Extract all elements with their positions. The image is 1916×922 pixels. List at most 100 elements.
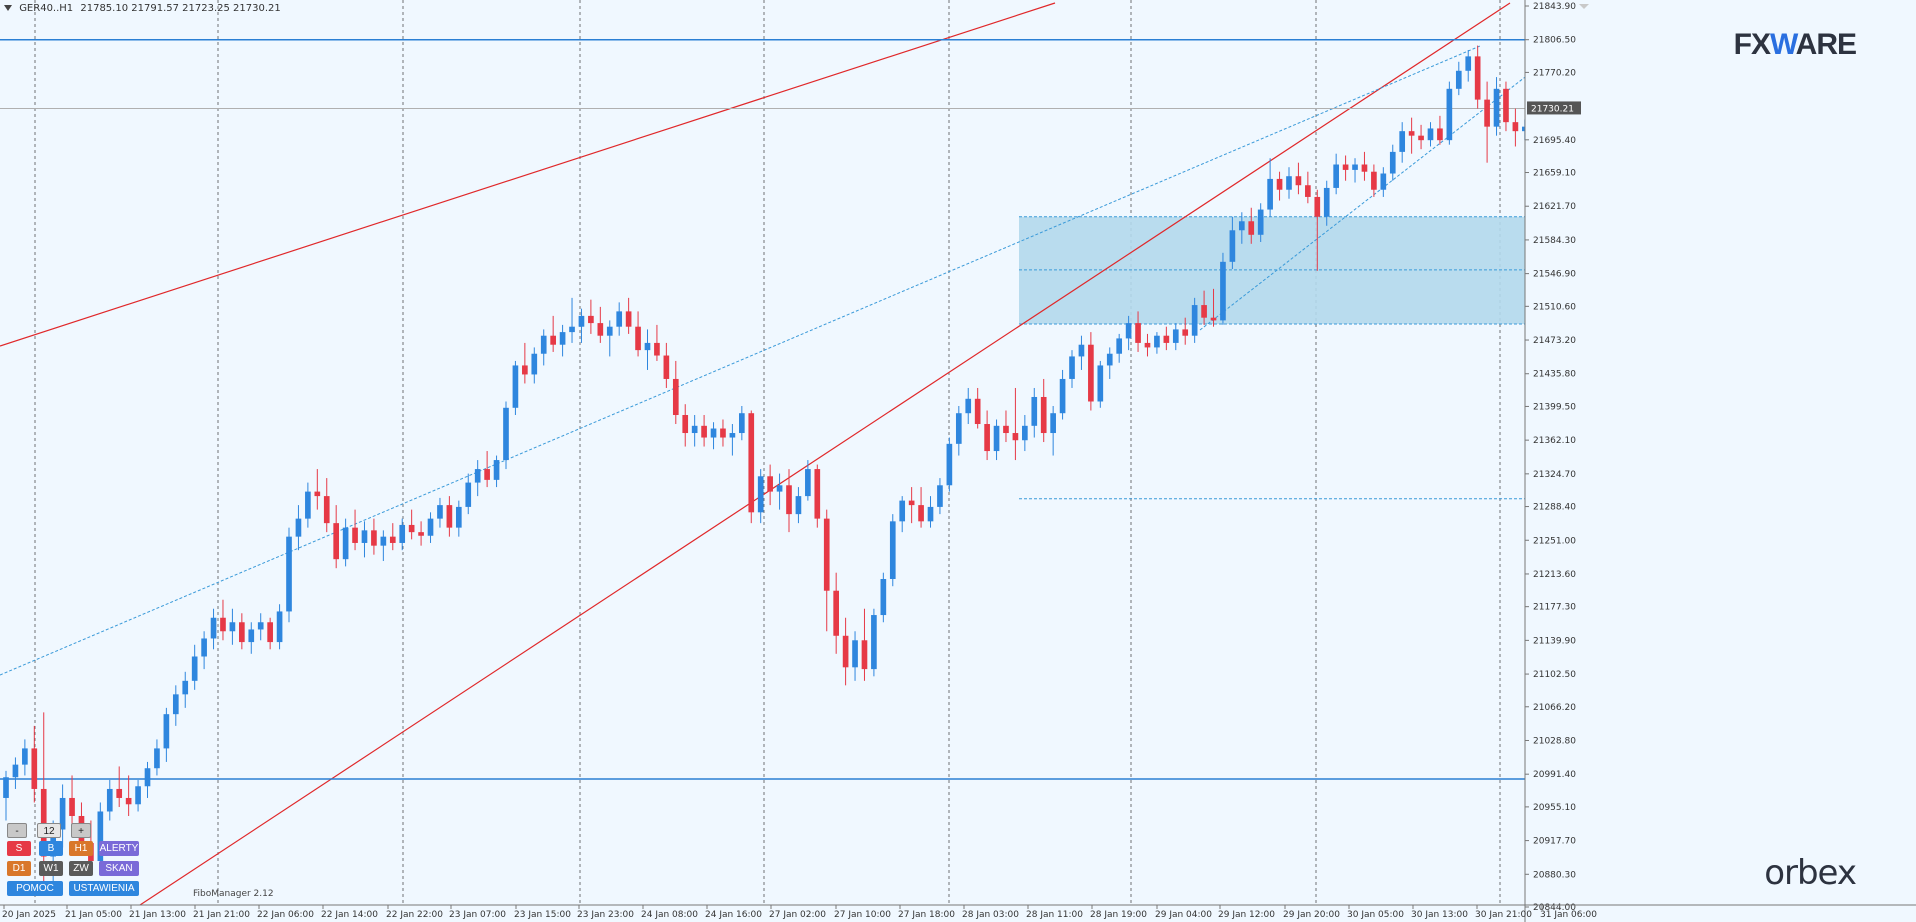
settings-button[interactable]: USTAWIENIA xyxy=(69,881,139,896)
candle-body xyxy=(1389,151,1396,174)
candle-body xyxy=(1031,396,1038,426)
time-tick-label: 31 Jan 06:00 xyxy=(1540,910,1597,920)
time-tick-label: 20 Jan 2025 xyxy=(2,910,56,920)
timeframe-w1-button[interactable]: W1 xyxy=(39,861,63,876)
candle-body xyxy=(1220,261,1226,321)
candle-body xyxy=(531,353,538,375)
candle-body xyxy=(805,469,811,497)
zw-button[interactable]: ZW xyxy=(69,861,93,876)
candle-body xyxy=(361,530,368,543)
price-tick-label: 20880.30 xyxy=(1533,870,1576,880)
candle-body xyxy=(1512,122,1519,132)
time-tick-label: 29 Jan 20:00 xyxy=(1283,910,1340,920)
price-tick-label: 21695.40 xyxy=(1533,136,1576,146)
time-tick-label: 30 Jan 13:00 xyxy=(1411,910,1468,920)
candle-body xyxy=(1323,187,1330,217)
candle-body xyxy=(182,680,189,695)
trendline-lower xyxy=(139,2,1511,906)
candle-body xyxy=(389,536,396,543)
candle-body xyxy=(569,326,575,333)
time-tick-label: 27 Jan 02:00 xyxy=(769,910,826,920)
candle-body xyxy=(522,365,528,375)
time-tick-label: 27 Jan 10:00 xyxy=(834,910,891,920)
candle-body xyxy=(69,797,75,816)
candle-body xyxy=(1078,344,1085,357)
counter-minus-button[interactable]: - xyxy=(7,823,27,838)
candle-body xyxy=(1361,164,1368,172)
candle-body xyxy=(701,425,707,438)
candle-body xyxy=(446,505,453,528)
time-tick-label: 29 Jan 12:00 xyxy=(1218,910,1275,920)
fibomanager-label: FiboManager 2.12 xyxy=(193,889,274,899)
price-tick-label: 21806.50 xyxy=(1533,36,1576,46)
candle-body xyxy=(455,506,462,528)
candle-body xyxy=(1106,353,1113,366)
sell-button[interactable]: S xyxy=(7,841,31,856)
candle-body xyxy=(201,638,207,657)
candle-body xyxy=(1003,425,1009,434)
current-price-label: 21730.21 xyxy=(1531,104,1574,114)
time-tick-label: 22 Jan 06:00 xyxy=(257,910,314,920)
candle-body xyxy=(1399,131,1406,152)
candle-body xyxy=(1333,164,1339,188)
candle-body xyxy=(267,622,273,643)
buy-button[interactable]: B xyxy=(39,841,63,856)
time-tick-label: 22 Jan 14:00 xyxy=(321,910,378,920)
candle-body xyxy=(465,482,472,507)
candle-body xyxy=(295,518,302,537)
price-tick-label: 20844.00 xyxy=(1533,903,1576,913)
candle-body xyxy=(654,342,660,356)
counter-value[interactable]: 12 xyxy=(37,823,61,838)
counter-plus-button[interactable]: + xyxy=(71,823,91,838)
candle-body xyxy=(578,315,585,327)
help-button[interactable]: POMOC xyxy=(7,881,63,896)
candle-body xyxy=(97,811,104,862)
price-tick-label: 21770.20 xyxy=(1533,68,1576,78)
candle-body xyxy=(1201,305,1207,318)
logo-part-w: W xyxy=(1769,28,1797,61)
time-tick-label: 27 Jan 18:00 xyxy=(898,910,955,920)
candle-body xyxy=(597,323,604,336)
candle-body xyxy=(257,622,264,630)
candle-body xyxy=(1059,378,1066,414)
candle-body xyxy=(59,797,66,830)
candle-body xyxy=(1125,323,1132,339)
candle-body xyxy=(1305,185,1311,197)
candle-body xyxy=(1135,323,1141,343)
trendline-upper xyxy=(0,2,1056,347)
candle-body xyxy=(786,485,792,515)
candle-body xyxy=(682,415,689,434)
alerts-button[interactable]: ALERTY xyxy=(99,841,139,856)
candle-body xyxy=(474,469,481,483)
time-tick-label: 28 Jan 03:00 xyxy=(962,910,1019,920)
price-tick-label: 21213.60 xyxy=(1533,570,1576,580)
candle-body xyxy=(974,398,981,425)
time-tick-label: 23 Jan 23:00 xyxy=(577,910,634,920)
candle-body xyxy=(1229,230,1236,262)
candle-body xyxy=(776,485,783,492)
candle-body xyxy=(842,635,849,668)
timeframe-d1-button[interactable]: D1 xyxy=(7,861,31,876)
candle-body xyxy=(1069,356,1075,379)
candle-body xyxy=(1154,335,1160,348)
collapse-arrow-icon[interactable] xyxy=(4,5,12,11)
candle-body xyxy=(408,524,415,533)
price-tick-label: 21435.80 xyxy=(1533,370,1576,380)
candle-body xyxy=(1267,178,1273,210)
candle-body xyxy=(427,518,434,536)
candle-body xyxy=(1455,70,1462,89)
candle-body xyxy=(1342,164,1349,170)
candle-body xyxy=(918,505,924,522)
scan-button[interactable]: SKAN xyxy=(99,861,139,876)
price-tick-label: 21659.10 xyxy=(1533,169,1576,179)
candle-body xyxy=(163,714,170,749)
candle-body xyxy=(767,476,773,492)
candle-body xyxy=(616,311,623,327)
price-tick-label: 21177.30 xyxy=(1533,603,1576,613)
candle-body xyxy=(889,521,896,580)
timeframe-h1-button[interactable]: H1 xyxy=(69,841,93,856)
candle-body xyxy=(559,332,566,345)
time-tick-label: 23 Jan 15:00 xyxy=(514,910,571,920)
candle-body xyxy=(210,617,217,639)
